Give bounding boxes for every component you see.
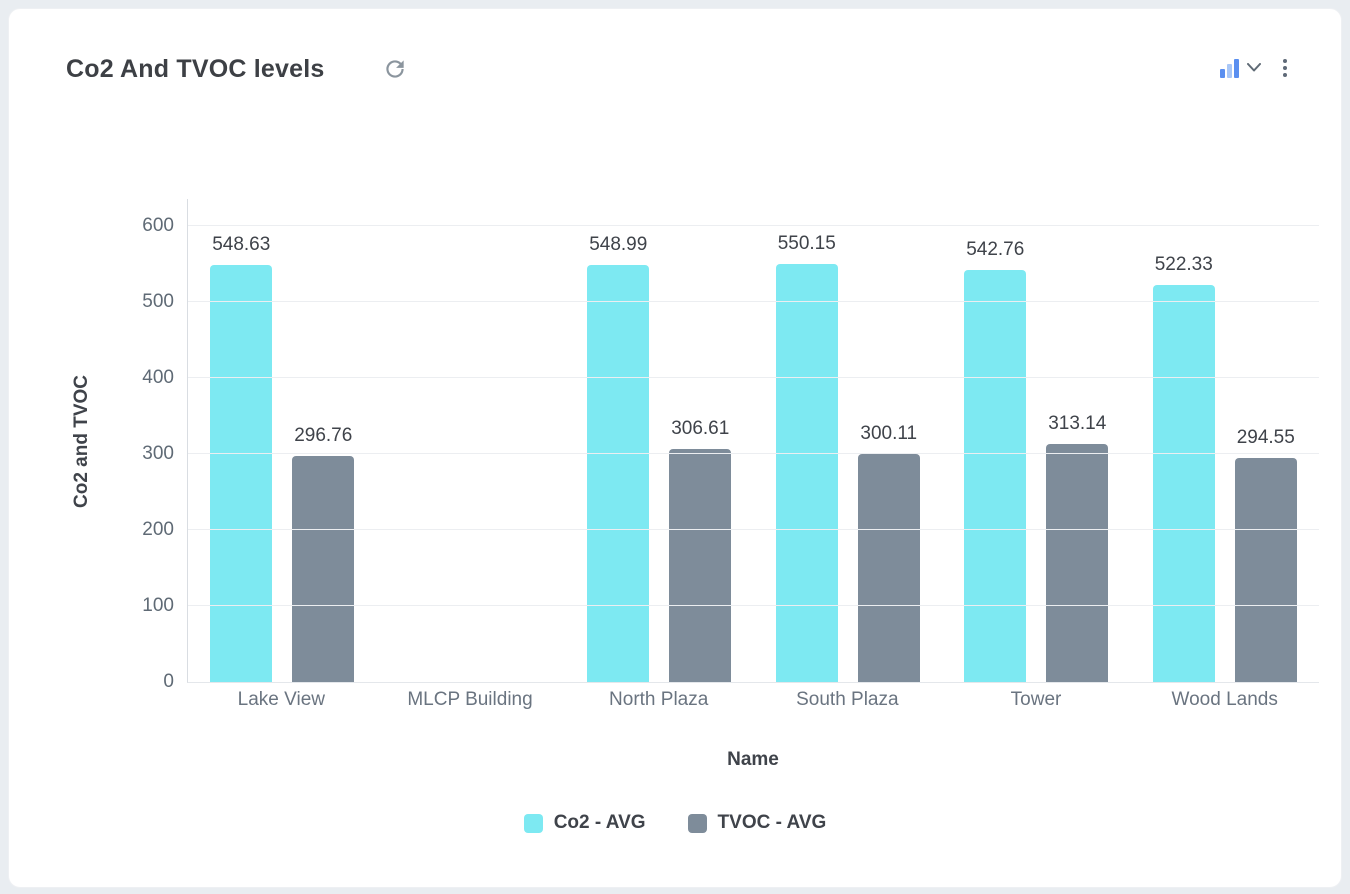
bar-value-label: 550.15: [777, 232, 836, 254]
bar-group-tower: 542.76 313.14: [942, 226, 1131, 682]
chart-card: Co2 And TVOC levels Co2 and TVOC: [8, 8, 1342, 888]
bar-group-south-plaza: 550.15 300.11: [754, 226, 943, 682]
x-tick-label: North Plaza: [609, 689, 709, 710]
gridline: [188, 301, 1319, 302]
x-tick-label: Lake View: [237, 689, 325, 710]
bar-co2---avg[interactable]: [775, 263, 838, 682]
bar-tvoc---avg[interactable]: [1234, 458, 1297, 682]
bar-co2---avg[interactable]: [964, 269, 1027, 682]
gridline: [188, 605, 1319, 606]
bar-co2---avg[interactable]: [210, 265, 273, 682]
bar-value-label: 548.99: [589, 233, 648, 255]
x-axis-title: Name: [727, 749, 779, 770]
gridline: [188, 453, 1319, 454]
bar-column: 542.76: [964, 238, 1027, 682]
kebab-menu-icon[interactable]: [1277, 57, 1293, 79]
legend-swatch: [687, 813, 707, 833]
bar-group-lake-view: 548.63 296.76: [188, 226, 377, 682]
bar-column: 522.33: [1152, 254, 1215, 682]
bar-value-label: 542.76: [966, 238, 1025, 260]
bar-tvoc---avg[interactable]: [1046, 444, 1109, 682]
bar-column: 550.15: [775, 232, 838, 682]
refresh-icon: [382, 56, 408, 87]
bar-column: 548.63: [210, 234, 273, 682]
bar-column: 294.55: [1234, 427, 1297, 682]
bar-column: 313.14: [1046, 413, 1109, 682]
plot-inner: 548.63 296.76 548.99 306.61 550.15 300.11 542.…: [142, 215, 1319, 692]
y-tick-label: 400: [142, 367, 174, 388]
legend-label: TVOC - AVG: [717, 812, 827, 833]
chart-legend: Co2 - AVG TVOC - AVG: [9, 812, 1341, 834]
legend-item-co2---avg[interactable]: Co2 - AVG: [523, 812, 646, 834]
y-tick-label: 500: [142, 291, 174, 312]
y-tick-label: 200: [142, 519, 174, 540]
gridline: [188, 529, 1319, 530]
bar-value-label: 300.11: [860, 422, 918, 444]
refresh-button[interactable]: [379, 55, 411, 87]
y-axis-title: Co2 and TVOC: [71, 374, 92, 508]
bar-column: 296.76: [292, 425, 355, 682]
chart-type-dropdown[interactable]: [1220, 58, 1261, 78]
x-tick-label: Wood Lands: [1171, 689, 1278, 710]
bar-tvoc---avg[interactable]: [292, 456, 355, 682]
bar-value-label: 294.55: [1236, 427, 1295, 449]
bar-group-wood-lands: 522.33 294.55: [1131, 226, 1320, 682]
y-tick-label: 0: [163, 671, 174, 692]
bar-group-mlcp-building: [377, 226, 566, 682]
y-tick-label: 600: [142, 215, 174, 236]
page-title: Co2 And TVOC levels: [66, 55, 325, 83]
bar-value-label: 548.63: [212, 234, 271, 256]
bar-value-label: 296.76: [294, 425, 353, 447]
y-tick-label: 100: [142, 595, 174, 616]
bar-group-north-plaza: 548.99 306.61: [565, 226, 754, 682]
x-tick-label: MLCP Building: [407, 689, 533, 710]
x-tick-label: South Plaza: [796, 689, 899, 710]
bar-value-label: 306.61: [671, 417, 730, 439]
bar-value-label: 522.33: [1154, 254, 1213, 276]
gridline: [188, 225, 1319, 226]
bar-tvoc---avg[interactable]: [857, 453, 920, 682]
chevron-down-icon: [1247, 59, 1261, 77]
legend-label: Co2 - AVG: [553, 812, 646, 833]
legend-swatch: [523, 813, 543, 833]
bar-value-label: 313.14: [1048, 413, 1107, 435]
bar-column: 306.61: [669, 417, 732, 682]
plot-area: 548.63 296.76 548.99 306.61 550.15 300.11 542.…: [142, 199, 1319, 692]
bar-chart-icon: [1220, 58, 1239, 78]
bar-column: 300.11: [857, 422, 920, 682]
bar-groups: 548.63 296.76 548.99 306.61 550.15 300.11 542.…: [188, 226, 1319, 682]
x-tick-label: Tower: [1010, 689, 1062, 710]
y-tick-label: 300: [142, 443, 174, 464]
gridline: [188, 377, 1319, 378]
bar-co2---avg[interactable]: [1152, 285, 1215, 682]
bar-co2---avg[interactable]: [587, 264, 650, 682]
x-axis-labels: Lake View MLCP Building North Plaza South P…: [187, 689, 1319, 711]
bar-tvoc---avg[interactable]: [669, 448, 732, 682]
bar-column: 548.99: [587, 233, 650, 682]
legend-item-tvoc---avg[interactable]: TVOC - AVG: [687, 812, 827, 834]
chart-controls: [1220, 57, 1293, 79]
